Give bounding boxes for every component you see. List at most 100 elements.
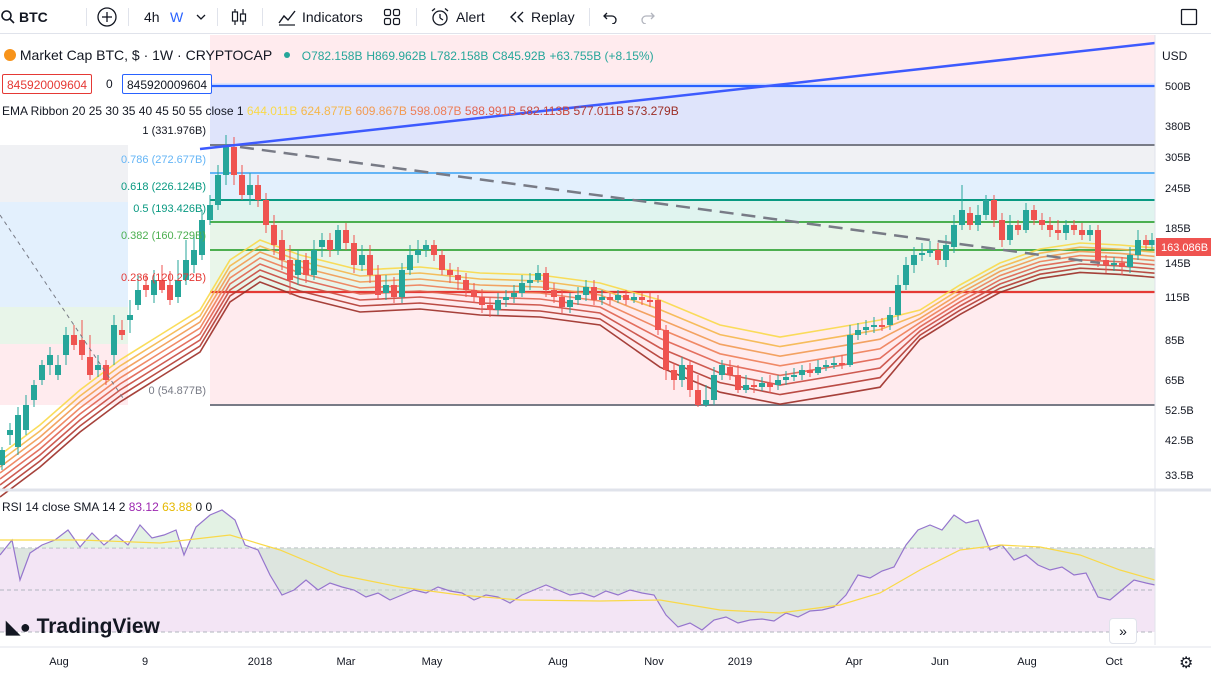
candle-body-4 [31,385,37,400]
candle-body-100 [799,370,805,375]
interval-4h[interactable]: 4h [144,9,160,25]
candle-body-15 [119,330,125,335]
value-pill-right: 845920009604 [122,74,213,94]
candle-body-24 [191,250,197,265]
candle-body-94 [751,385,757,387]
candle-body-105 [839,363,845,365]
settings-button[interactable]: ⚙ [1179,653,1193,673]
currency-selector[interactable]: USD [1162,49,1188,63]
square-icon [1180,8,1198,26]
interval-dropdown[interactable] [196,0,206,34]
compare-button[interactable] [96,0,118,34]
alarm-clock-icon [431,8,449,26]
price-tick-10: 42.5B [1165,435,1194,447]
candle-body-124 [991,200,997,220]
rsi-value: 83.12 [128,500,159,514]
replay-label: Replay [531,9,575,25]
candle-body-115 [919,253,925,255]
redo-button[interactable] [640,0,656,34]
replay-button[interactable]: Replay [508,0,575,34]
candle-body-47 [375,275,381,295]
fullscreen-button[interactable] [1180,0,1198,34]
bitcoin-icon [4,49,16,61]
candle-body-35 [279,240,285,260]
fib-zone-left-1 [0,202,128,307]
rsi-legend: RSI 14 close SMA 14 2 83.12 63.88 0 0 [2,500,212,514]
interval-weekly[interactable]: W [170,9,184,25]
candle-body-98 [783,377,789,380]
candle-body-23 [183,260,189,280]
candle-body-73 [583,287,589,295]
candle-body-128 [1023,210,1029,230]
candle-body-56 [447,270,453,275]
time-tick-8: Apr [845,656,862,668]
time-axis: Aug 9 2018 Mar May Aug Nov 2019 Apr Jun Aug Oct [0,646,1211,668]
trend-lines [0,41,1156,402]
candle-body-17 [135,290,141,305]
candle-body-42 [335,230,341,250]
fib-zone-7 [210,405,1155,485]
undo-icon [603,12,617,24]
chart-type-button[interactable] [229,0,249,34]
grid-layout-icon [383,8,401,26]
candle-body-99 [791,375,797,377]
candle-body-112 [895,285,901,315]
alert-button[interactable]: Alert [430,0,485,34]
candle-body-108 [863,327,869,330]
ema-label: EMA Ribbon 20 25 30 35 40 45 50 55 close… [2,104,244,118]
candle-body-85 [679,365,685,380]
ascending-trendline [199,41,1156,151]
rsi-line [0,509,1156,631]
price-tick-0: 500B [1165,81,1191,93]
candle-body-65 [519,283,525,293]
legend-close: C845.92B [492,49,546,63]
candle-body-132 [1055,230,1061,233]
candle-body-96 [767,383,773,387]
candle-body-137 [1095,230,1101,260]
dotted-projection-line [0,214,126,402]
indicators-button[interactable]: Indicators [277,0,363,34]
candle-body-144 [1149,240,1155,245]
fib-lines [210,84,1155,406]
candle-body-39 [311,250,317,275]
candle-body-91 [727,367,733,375]
candle-body-14 [111,325,117,355]
candle-body-111 [887,315,893,325]
symbol-search[interactable]: BTC [0,0,48,34]
layouts-button[interactable] [383,0,401,34]
undo-button[interactable] [602,0,618,34]
ema-value-1: 644.011B [246,104,298,118]
time-tick-11: Oct [1105,656,1122,668]
candle-body-109 [871,325,877,327]
candle-body-64 [511,293,517,297]
gear-icon: ⚙ [1179,655,1194,672]
legend-high: H869.962B [366,49,427,63]
candle-body-141 [1127,255,1133,267]
candle-body-38 [303,260,309,275]
price-chart[interactable]: 1 (331.976B) 0.786 (272.677B) 0.618 (226.1… [0,35,1211,687]
candle-body-5 [39,365,45,380]
time-tick-6: Nov [644,656,664,668]
candle-body-117 [935,250,941,260]
price-axis: 500B 380B 305B 245B 185B 145B 115B 85B 65B 52.5B 4… [0,35,1211,687]
candle-body-140 [1119,263,1125,267]
scroll-to-realtime-button[interactable]: » [1109,618,1137,644]
time-tick-1: 9 [142,656,148,668]
candle-body-20 [159,280,165,290]
candle-body-10 [79,340,85,355]
candle-body-52 [415,250,421,255]
candle-body-76 [607,297,613,300]
candlesticks [0,135,1155,470]
candle-body-48 [383,285,389,293]
candle-body-143 [1143,240,1149,245]
chart-area[interactable]: 1 (331.976B) 0.786 (272.677B) 0.618 (226.1… [0,35,1211,687]
time-tick-7: 2019 [728,656,752,668]
candle-body-54 [431,245,437,255]
ema-line-2 [0,245,1156,462]
ema-line-3 [0,250,1156,468]
candle-body-135 [1079,230,1085,235]
candle-body-90 [719,365,725,375]
candles-icon [231,9,247,25]
ema-value-4: 598.087B [410,104,462,118]
candle-body-104 [831,363,837,365]
